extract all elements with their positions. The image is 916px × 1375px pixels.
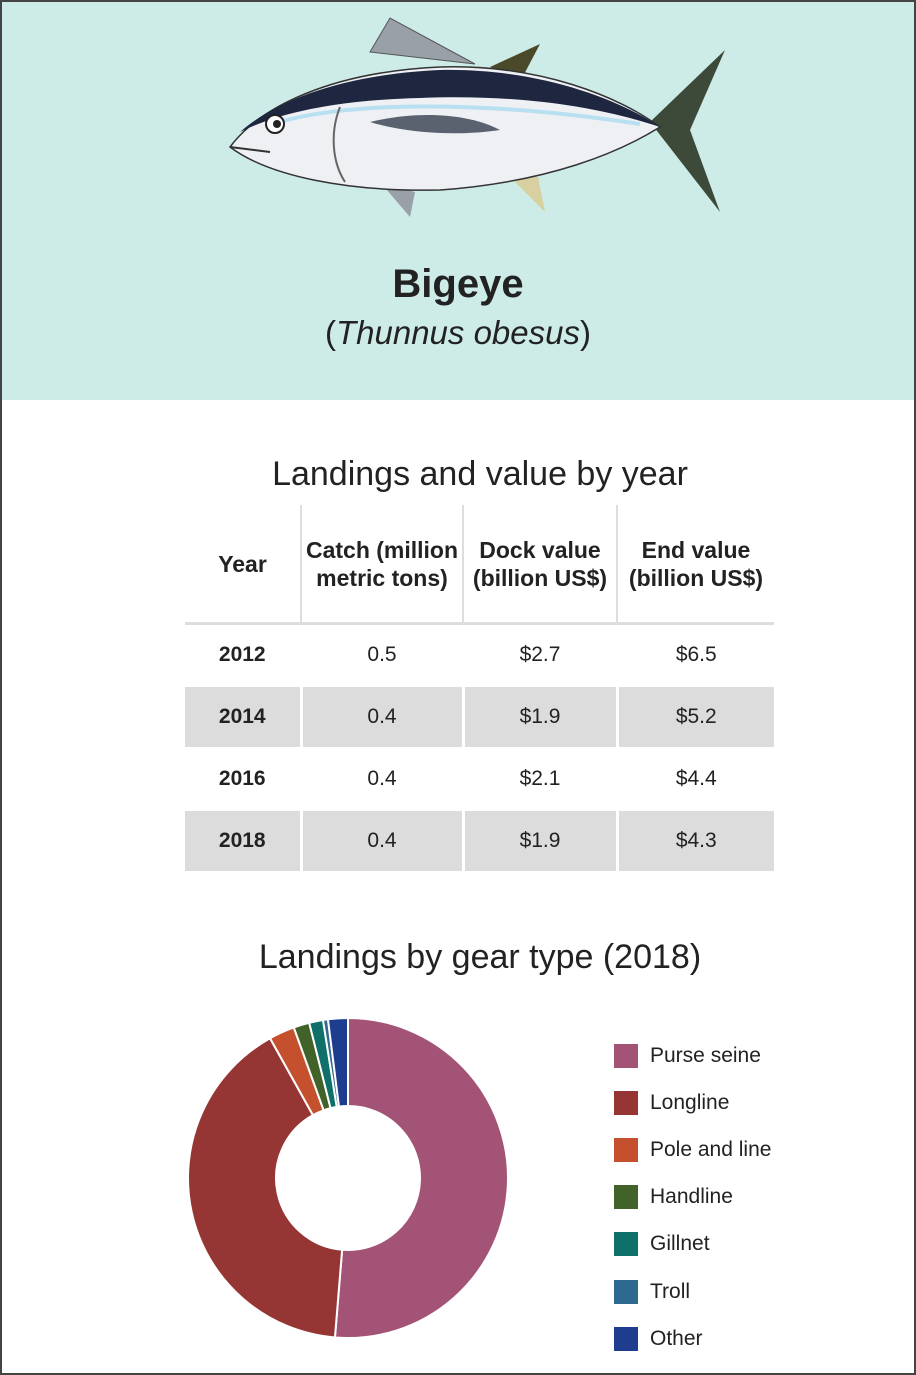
cell-end-value: $4.3 bbox=[615, 810, 774, 873]
legend-swatch bbox=[614, 1090, 638, 1115]
slice-purse-seine bbox=[333, 1016, 509, 1339]
cell-year: 2012 bbox=[185, 623, 301, 687]
legend-item: Other bbox=[614, 1315, 771, 1362]
legend-item: Handline bbox=[614, 1174, 771, 1221]
cell-catch: 0.4 bbox=[299, 748, 463, 811]
legend-swatch bbox=[614, 1043, 638, 1068]
header-catch: Catch (million metric tons) bbox=[300, 505, 463, 625]
legend-label: Other bbox=[650, 1326, 703, 1350]
cell-catch: 0.4 bbox=[299, 810, 463, 873]
header-dock-value: Dock value (billion US$) bbox=[462, 505, 617, 625]
legend-item: Gillnet bbox=[614, 1221, 771, 1268]
legend-item: Longline bbox=[614, 1079, 771, 1126]
legend-label: Pole and line bbox=[650, 1137, 772, 1161]
header-end-value: End value (billion US$) bbox=[616, 505, 774, 625]
legend-item: Pole and line bbox=[614, 1126, 771, 1173]
bigeye-tuna-illustration bbox=[228, 17, 725, 217]
cell-dock-value: $2.7 bbox=[461, 623, 617, 687]
legend-label: Troll bbox=[650, 1279, 691, 1303]
legend-swatch bbox=[614, 1326, 638, 1351]
cell-dock-value: $2.1 bbox=[461, 748, 617, 811]
chart-legend: Purse seine Longline Pole and line Handline… bbox=[614, 1032, 771, 1362]
slice-other bbox=[326, 1016, 349, 1108]
table-row: 2012 0.5 $2.7 $6.5 bbox=[185, 623, 774, 687]
legend-label: Purse seine bbox=[650, 1043, 761, 1067]
legend-label: Gillnet bbox=[650, 1232, 710, 1256]
cell-dock-value: $1.9 bbox=[461, 810, 617, 873]
common-name: Bigeye bbox=[392, 262, 524, 306]
table-row: 2018 0.4 $1.9 $4.3 bbox=[185, 810, 774, 873]
table-title: Landings and value by year bbox=[272, 455, 688, 493]
table-row: 2016 0.4 $2.1 $4.4 bbox=[185, 748, 774, 811]
gear-type-donut-chart bbox=[187, 1016, 509, 1339]
cell-catch: 0.4 bbox=[299, 686, 463, 749]
legend-swatch bbox=[614, 1232, 638, 1257]
cell-end-value: $5.2 bbox=[615, 686, 774, 749]
cell-end-value: $4.4 bbox=[615, 748, 774, 811]
legend-swatch bbox=[614, 1137, 638, 1162]
legend-swatch bbox=[614, 1279, 638, 1304]
cell-dock-value: $1.9 bbox=[461, 686, 617, 749]
cell-year: 2018 bbox=[185, 810, 301, 873]
scientific-name: (Thunnus obesus) bbox=[324, 314, 591, 351]
header-year: Year bbox=[185, 505, 301, 625]
chart-title: Landings by gear type (2018) bbox=[258, 938, 702, 976]
cell-end-value: $6.5 bbox=[615, 623, 774, 687]
cell-year: 2016 bbox=[185, 748, 301, 811]
legend-label: Handline bbox=[650, 1185, 733, 1209]
cell-year: 2014 bbox=[185, 686, 301, 749]
legend-swatch bbox=[614, 1185, 638, 1210]
legend-label: Longline bbox=[650, 1090, 730, 1114]
legend-item: Purse seine bbox=[614, 1032, 771, 1079]
landings-table: Year Catch (million metric tons) Dock va… bbox=[185, 505, 774, 873]
cell-catch: 0.5 bbox=[299, 623, 463, 687]
slice-longline bbox=[187, 1036, 344, 1339]
legend-item: Troll bbox=[614, 1268, 771, 1315]
table-row: 2014 0.4 $1.9 $5.2 bbox=[185, 686, 774, 749]
